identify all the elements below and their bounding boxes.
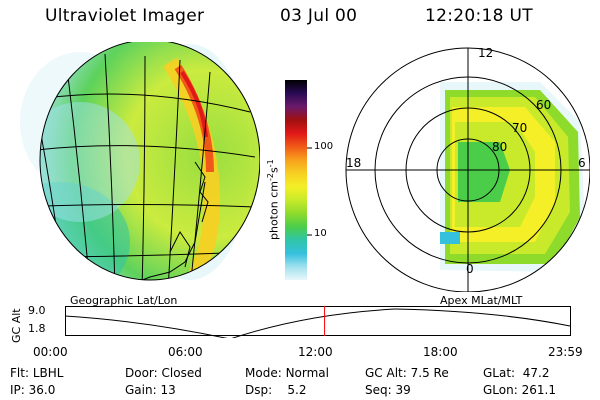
mlt-label-18: 18 xyxy=(346,156,362,170)
time-tick-1200: 12:00 xyxy=(298,345,333,359)
mode-info: Mode: Normal xyxy=(245,366,329,380)
geographic-panel-label: Geographic Lat/Lon xyxy=(70,294,178,307)
intensity-colorbar xyxy=(285,80,307,280)
seq-info: Seq: 39 xyxy=(365,383,411,397)
dsp-info: Dsp: 5.2 xyxy=(245,383,307,397)
mlt-label-12: 12 xyxy=(478,46,494,60)
time-tick-1800: 18:00 xyxy=(423,345,458,359)
time-tick-0000: 00:00 xyxy=(33,345,68,359)
gc-alt-info: GC Alt: 7.5 Re xyxy=(365,366,449,380)
glat-info: GLat: 47.2 xyxy=(483,366,550,380)
altitude-timeline-plot xyxy=(65,306,571,338)
observation-time: 12:20:18 UT xyxy=(425,6,533,26)
colorbar-ticks xyxy=(307,147,312,236)
polar-mlt-plot xyxy=(345,47,590,292)
glon-info: GLon: 261.1 xyxy=(483,383,556,397)
time-tick-0600: 06:00 xyxy=(168,345,203,359)
colorbar-unit-label: photon cm-2s-1 xyxy=(266,159,281,240)
lat-label-60: 60 xyxy=(536,98,552,112)
app-title: Ultraviolet Imager xyxy=(45,6,205,26)
time-tick-2359: 23:59 xyxy=(548,345,583,359)
mlt-label-6: 6 xyxy=(578,156,586,170)
lat-label-70: 70 xyxy=(512,121,528,135)
altitude-tick-low: 1.8 xyxy=(28,322,46,335)
geographic-auroral-image xyxy=(20,42,260,281)
colorbar-tick-10: 10 xyxy=(314,228,327,239)
mlt-label-0: 0 xyxy=(466,262,474,276)
lat-label-80: 80 xyxy=(492,140,508,154)
filter-info: Flt: LBHL xyxy=(10,366,64,380)
door-info: Door: Closed xyxy=(125,366,202,380)
colorbar-tick-100: 100 xyxy=(314,141,334,152)
observation-date: 03 Jul 00 xyxy=(280,6,358,26)
ip-info: IP: 36.0 xyxy=(10,383,56,397)
gain-info: Gain: 13 xyxy=(125,383,176,397)
altitude-tick-high: 9.0 xyxy=(28,304,46,317)
polar-panel-label: Apex MLat/MLT xyxy=(440,294,523,307)
altitude-axis-label: GC Alt xyxy=(10,308,23,343)
